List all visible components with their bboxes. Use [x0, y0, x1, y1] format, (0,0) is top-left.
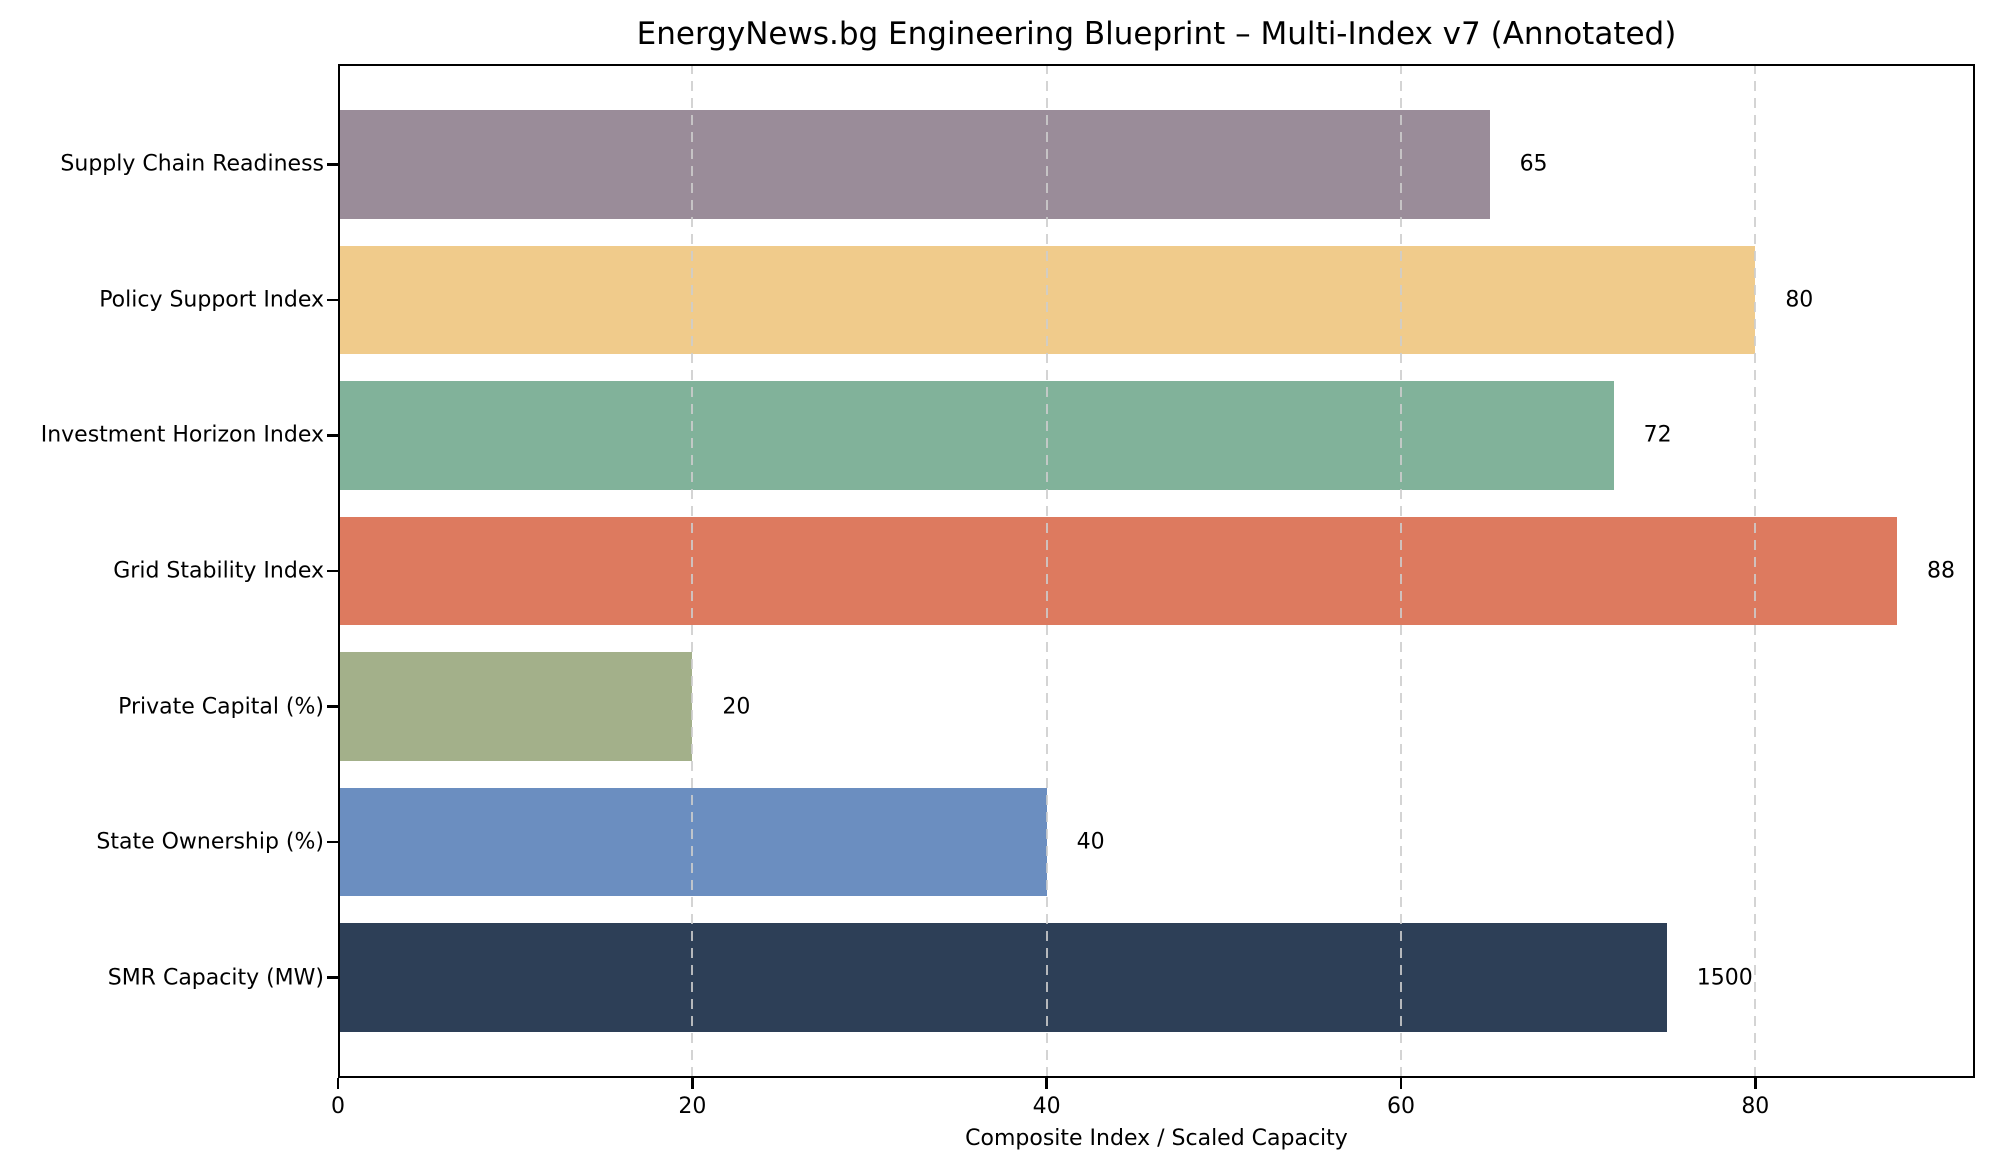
bar-row-smr-capacity: 1500 [338, 923, 1753, 1032]
bar-row-investment-horizon-index: 72 [338, 381, 1672, 490]
bar-supply-chain-readiness [338, 110, 1490, 219]
xtick-label-0: 0 [331, 1094, 345, 1119]
chart-title: EnergyNews.bg Engineering Blueprint – Mu… [636, 16, 1677, 52]
y-tick-mark [327, 840, 338, 844]
x-tick-mark [1754, 1078, 1757, 1089]
xtick-label-80: 80 [1741, 1094, 1770, 1119]
bar-value-label: 20 [722, 694, 751, 720]
y-tick-mark [327, 705, 338, 708]
bar-investment-horizon-index [338, 381, 1614, 490]
xtick-label-40: 40 [1032, 1094, 1061, 1119]
ytick-label-private-capital: Private Capital (%) [118, 694, 324, 720]
y-tick-mark [327, 298, 338, 302]
y-tick-mark [327, 163, 338, 166]
vertical-gridline [1754, 64, 1757, 1078]
bar-row-supply-chain-readiness: 65 [338, 110, 1548, 219]
x-tick-mark [691, 1078, 694, 1089]
bar-value-label: 88 [1927, 558, 1956, 584]
xtick-label-20: 20 [678, 1094, 707, 1119]
bar-row-private-capital: 20 [338, 652, 750, 761]
y-tick-mark [327, 976, 338, 979]
bar-grid-stability-index [338, 516, 1898, 626]
y-tick-mark [327, 434, 338, 437]
x-tick-mark [336, 1078, 340, 1089]
x-tick-mark [1045, 1078, 1048, 1089]
bar-smr-capacity [338, 923, 1667, 1032]
x-tick-mark [1399, 1078, 1403, 1089]
ytick-label-supply-chain-readiness: Supply Chain Readiness [60, 151, 324, 177]
bar-value-label: 65 [1519, 151, 1548, 177]
vertical-gridline [691, 64, 694, 1078]
bar-value-label: 1500 [1696, 965, 1753, 991]
ytick-label-state-ownership: State Ownership (%) [96, 829, 324, 855]
y-tick-mark [327, 569, 338, 573]
bar-value-label: 80 [1785, 287, 1814, 313]
bar-value-label: 72 [1643, 422, 1672, 448]
ytick-label-policy-support-index: Policy Support Index [99, 287, 324, 313]
vertical-gridline [1045, 64, 1048, 1078]
xtick-label-60: 60 [1386, 1094, 1415, 1119]
ytick-label-grid-stability-index: Grid Stability Index [113, 558, 324, 584]
x-axis-label: Composite Index / Scaled Capacity [965, 1126, 1348, 1151]
bar-private-capital [338, 652, 693, 761]
ytick-label-investment-horizon-index: Investment Horizon Index [40, 422, 324, 448]
vertical-gridline [1399, 64, 1402, 1078]
bar-row-grid-stability-index: 88 [338, 516, 1955, 626]
ytick-label-smr-capacity: SMR Capacity (MW) [107, 965, 324, 991]
bar-value-label: 40 [1076, 829, 1105, 855]
